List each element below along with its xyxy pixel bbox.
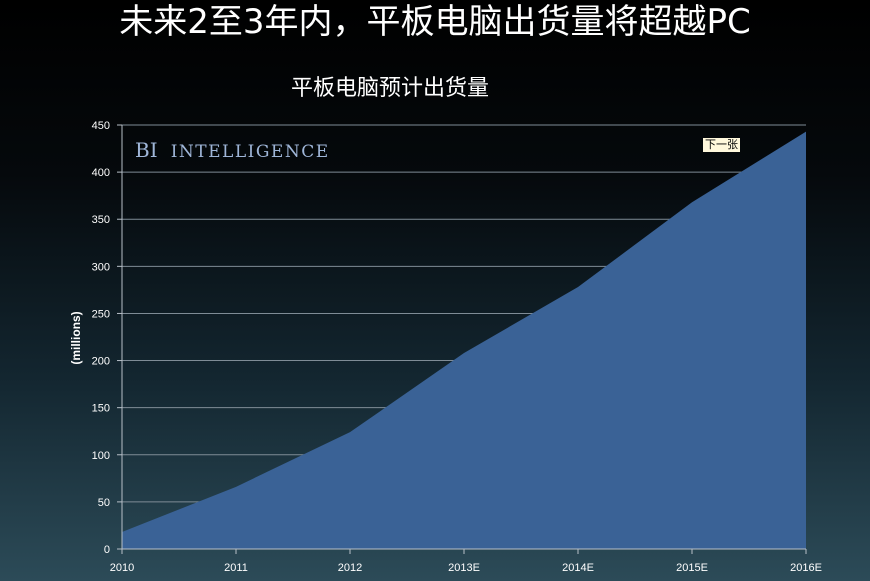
x-tick-labels: 2010 2011 2012 2013E 2014E 2015E 2016E	[110, 549, 822, 574]
y-tick-label: 150	[92, 403, 110, 415]
y-tick-label: 100	[92, 450, 110, 462]
slide-title: 未来2至3年内，平板电脑出货量将超越PC	[119, 2, 751, 42]
x-tick-label: 2016E	[790, 562, 822, 574]
y-tick-label: 200	[92, 356, 110, 368]
bi-intelligence-logo: BI INTELLIGENCE	[135, 138, 330, 162]
x-tick-label: 2011	[224, 562, 248, 574]
x-tick-label: 2014E	[562, 562, 594, 574]
y-tick-label: 0	[104, 544, 110, 556]
chart-title: 平板电脑预计出货量	[290, 76, 489, 101]
y-tick-label: 400	[92, 167, 110, 179]
y-tick-label: 300	[92, 261, 110, 273]
x-tick-label: 2013E	[448, 562, 480, 574]
y-axis-label: (millions)	[69, 311, 83, 364]
y-tick-label: 250	[92, 308, 110, 320]
y-tick-label: 350	[92, 214, 110, 226]
x-tick-label: 2010	[110, 562, 134, 574]
y-tick-label: 450	[92, 120, 110, 132]
watermark-main: BI	[135, 138, 158, 162]
y-tick-label: 50	[98, 497, 110, 509]
x-tick-label: 2012	[338, 562, 362, 574]
y-tick-labels: 0 50 100 150 200 250 300 350 400 450	[92, 120, 110, 556]
x-tick-label: 2015E	[676, 562, 708, 574]
watermark-sub: INTELLIGENCE	[171, 142, 330, 162]
shipments-area	[122, 131, 806, 549]
next-slide-button[interactable]: 下一张	[703, 138, 740, 152]
